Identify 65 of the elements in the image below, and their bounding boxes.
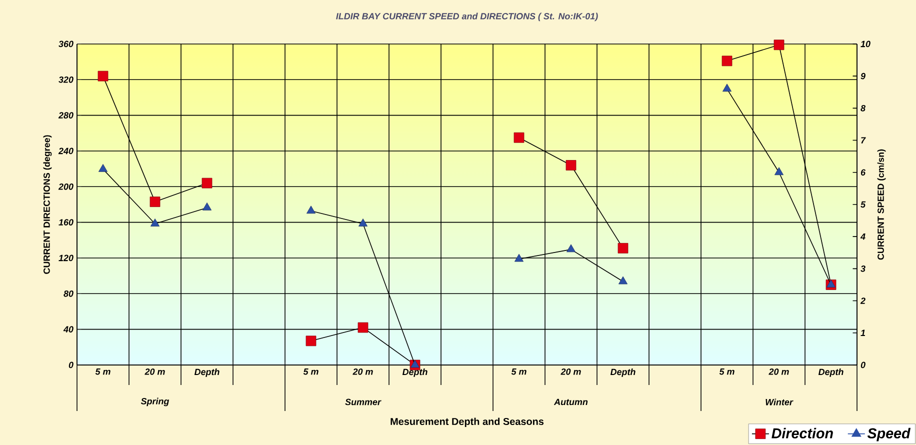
text: Spring [140, 398, 170, 406]
point [358, 322, 368, 333]
x-tick-label: 5 m [719, 368, 734, 375]
y2-tick-label: 8 [860, 105, 866, 112]
point [202, 178, 212, 188]
point [150, 196, 160, 207]
y-tick-label: 320 [58, 76, 74, 83]
point [410, 360, 420, 368]
y2-tick-label: 9 [860, 72, 866, 80]
x-tick-label: 20 m [768, 368, 789, 375]
y2-axis-title: CURRENT SPEED (cm/sn) [877, 149, 886, 260]
x-axis-title: Mesurement Depth and Seasons [390, 418, 544, 427]
x-tick-label: 5 m [511, 368, 526, 375]
point [150, 218, 160, 226]
point [306, 206, 316, 214]
point [774, 167, 784, 176]
point [514, 132, 524, 143]
x-tick-label: 20 m [560, 368, 581, 375]
y-tick-label: 40 [63, 326, 74, 332]
chart-title: ILDIR BAY CURRENT SPEED and DIRECTIONS ( St. No:IK-01) [336, 12, 598, 22]
y-tick-label: 280 [58, 112, 74, 118]
x-tick-label: 20 m [144, 368, 165, 375]
x-tick-label: 5 m [303, 368, 318, 375]
y-tick-label: 200 [58, 183, 74, 190]
y2-tick-label: 6 [860, 169, 866, 176]
x-tick-label: 5 m [95, 368, 110, 375]
x-tick-label: Depth [610, 368, 636, 377]
y-tick-label: 0 [68, 362, 74, 368]
point [98, 70, 108, 82]
point [722, 84, 732, 92]
y2-tick-label: 5 [860, 201, 866, 208]
x-tick-label: 20 m [352, 368, 373, 375]
point [722, 56, 732, 66]
y2-tick-label: 2 [860, 298, 866, 304]
point [98, 164, 108, 172]
point [566, 244, 576, 252]
point [358, 218, 368, 226]
point [826, 280, 836, 288]
x-tick-label: Depth [194, 368, 220, 377]
y2-tick-label: 1 [860, 330, 866, 336]
y2-tick-label: 7 [861, 137, 866, 144]
y-tick-label: 240 [58, 148, 74, 154]
point [306, 336, 316, 346]
text: Summer [345, 398, 382, 406]
y2-tick-label: 4 [860, 233, 866, 240]
point [618, 242, 628, 254]
point [514, 254, 524, 262]
legend-label: Direction [772, 428, 833, 438]
point [566, 160, 576, 170]
x-tick-label: Depth [818, 368, 844, 377]
y2-tick-label: 0 [860, 362, 866, 368]
text: Autumn [554, 398, 588, 406]
y-tick-label: 80 [64, 290, 74, 297]
text: Winter [766, 398, 794, 406]
point [774, 40, 784, 50]
y-tick-label: 160 [58, 219, 74, 226]
y2-tick-label: 3 [860, 266, 866, 272]
y-tick-label: 360 [58, 40, 74, 48]
point [202, 202, 212, 210]
y-tick-label: 120 [58, 254, 74, 262]
y-axis-title: CURRENT DIRECTIONS (degree) [43, 135, 52, 274]
legend-label: Speed [867, 428, 911, 442]
y2-tick-label: 10 [860, 40, 870, 48]
point [618, 276, 628, 284]
x-tick-label: Depth [402, 368, 428, 377]
